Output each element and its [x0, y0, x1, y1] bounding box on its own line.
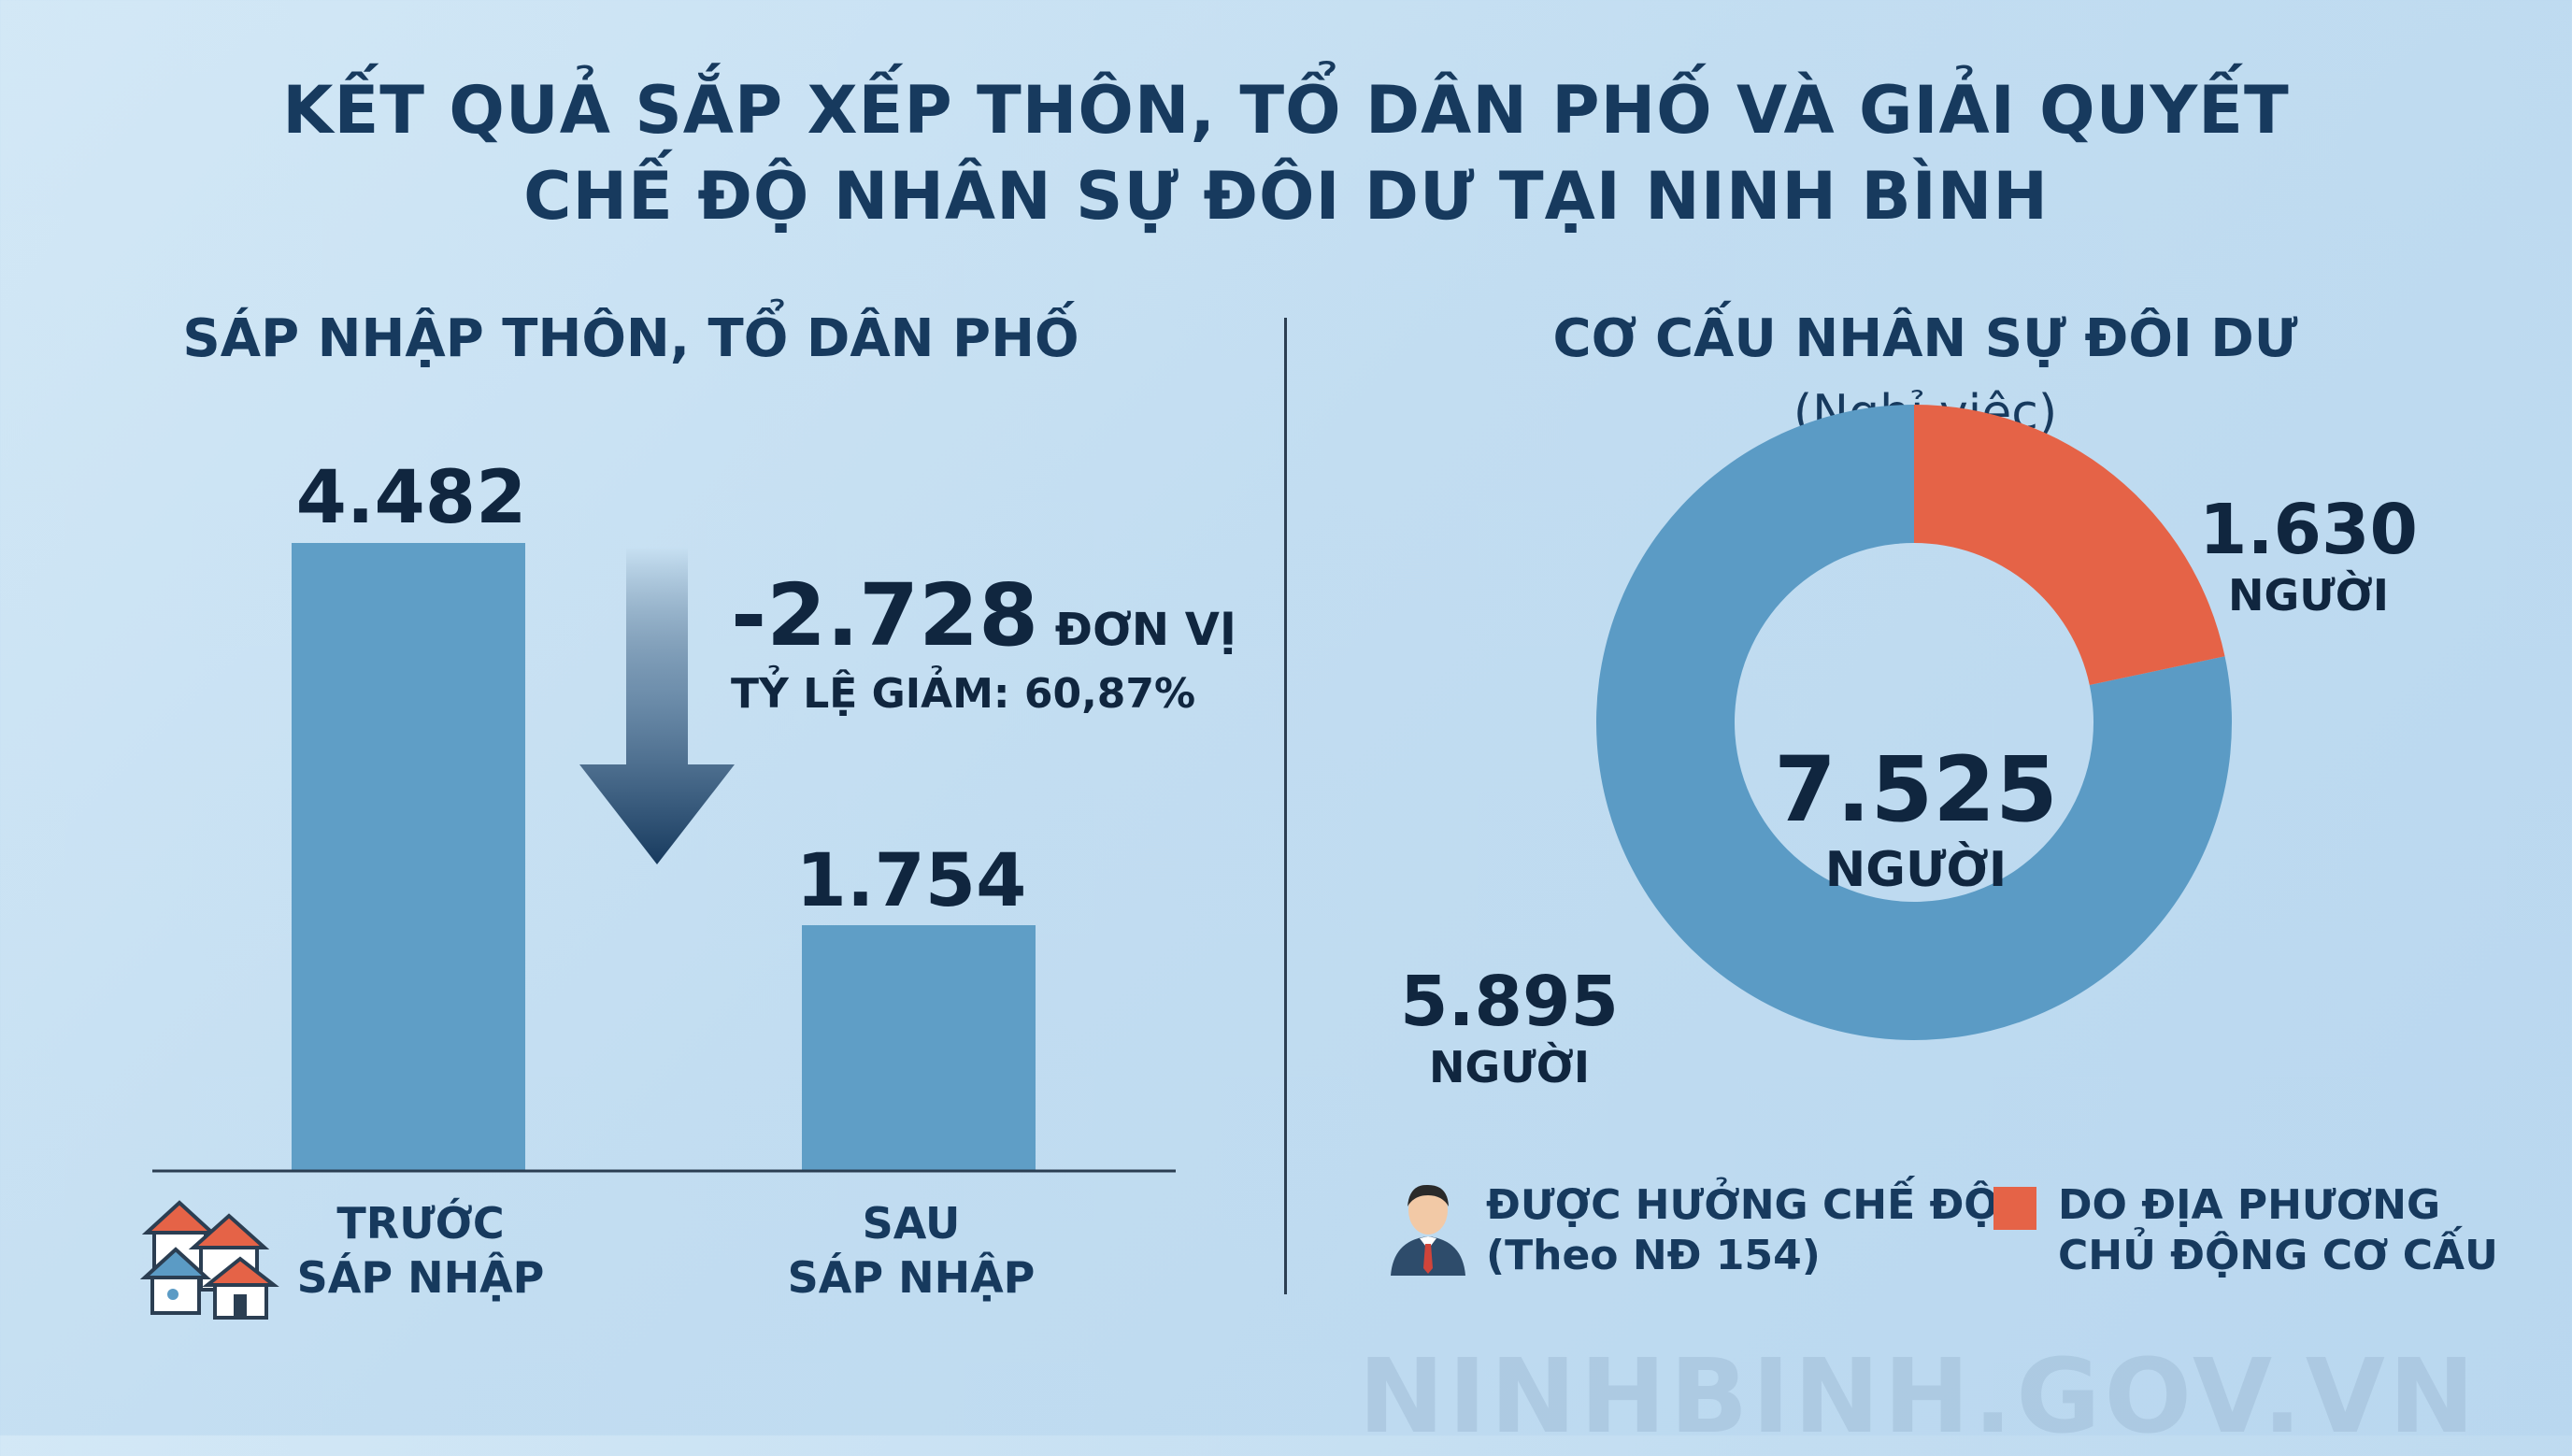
person-icon	[1391, 1184, 1465, 1276]
slice-local-unit: NGƯỜI	[2228, 570, 2389, 621]
merge-section-title: SÁP NHẬP THÔN, TỔ DÂN PHỐ	[182, 308, 1079, 369]
change-unit: ĐƠN VỊ	[1054, 604, 1236, 656]
category-before-line2: SÁP NHẬP	[296, 1252, 545, 1303]
reduction-rate: TỶ LỆ GIẢM: 60,87%	[731, 670, 1196, 718]
bar-after-merge	[802, 925, 1036, 1171]
category-after-line1: SAU	[862, 1198, 961, 1249]
donut-total: 7.525 NGƯỜI	[1729, 738, 2103, 899]
decrease-arrow-icon	[579, 547, 735, 864]
category-before-line1: TRƯỚC	[336, 1198, 505, 1249]
legend-entitled-line1: ĐƯỢC HƯỞNG CHẾ ĐỘ	[1486, 1181, 1999, 1229]
infographic-title: KẾT QUẢ SẮP XẾP THÔN, TỔ DÂN PHỐ VÀ GIẢI…	[0, 67, 2572, 239]
donut-chart	[1596, 405, 2233, 1040]
legend-entitled: ĐƯỢC HƯỞNG CHẾ ĐỘ (Theo NĐ 154)	[1486, 1180, 1999, 1281]
change-value: -2.728	[731, 565, 1039, 665]
houses-icon	[139, 1200, 279, 1320]
category-after-line2: SÁP NHẬP	[787, 1252, 1036, 1303]
staff-section-title: CƠ CẤU NHÂN SỰ ĐÔI DƯ	[1552, 308, 2298, 369]
donut-total-unit: NGƯỜI	[1824, 842, 2008, 898]
change-annotation: -2.728 ĐƠN VỊ	[731, 565, 1236, 665]
bar-after-value: 1.754	[795, 839, 1027, 923]
slice-entitled-value: 5.895	[1399, 962, 1620, 1042]
title-line-1: KẾT QUẢ SẮP XẾP THÔN, TỔ DÂN PHỐ VÀ GIẢI…	[282, 72, 2290, 149]
bar-before-value: 4.482	[295, 456, 527, 540]
category-before: TRƯỚC SÁP NHẬP	[280, 1196, 561, 1305]
slice-entitled-label: 5.895 NGƯỜI	[1369, 963, 1650, 1093]
bar-before-merge	[292, 543, 525, 1171]
legend-local-swatch	[1993, 1187, 2036, 1230]
site-watermark: NINHBINH.GOV.VN	[1358, 1336, 2479, 1456]
donut-total-value: 7.525	[1774, 737, 2058, 842]
title-line-2: CHẾ ĐỘ NHÂN SỰ ĐÔI DƯ TẠI NINH BÌNH	[523, 158, 2049, 235]
legend-local-line2: CHỦ ĐỘNG CƠ CẤU	[2058, 1232, 2498, 1279]
legend-local: DO ĐỊA PHƯƠNG CHỦ ĐỘNG CƠ CẤU	[2058, 1180, 2498, 1281]
slice-local-label: 1.630 NGƯỜI	[2168, 491, 2449, 621]
section-divider	[1284, 318, 1287, 1294]
slice-local-value: 1.630	[2198, 490, 2419, 570]
donut-slice-entitled	[1596, 405, 2233, 1040]
slice-entitled-unit: NGƯỜI	[1429, 1042, 1590, 1092]
category-after: SAU SÁP NHẬP	[771, 1196, 1051, 1305]
legend-local-line1: DO ĐỊA PHƯƠNG	[2058, 1181, 2441, 1229]
donut-slice-local	[1914, 405, 2225, 686]
legend-entitled-line2: (Theo NĐ 154)	[1486, 1232, 1821, 1279]
